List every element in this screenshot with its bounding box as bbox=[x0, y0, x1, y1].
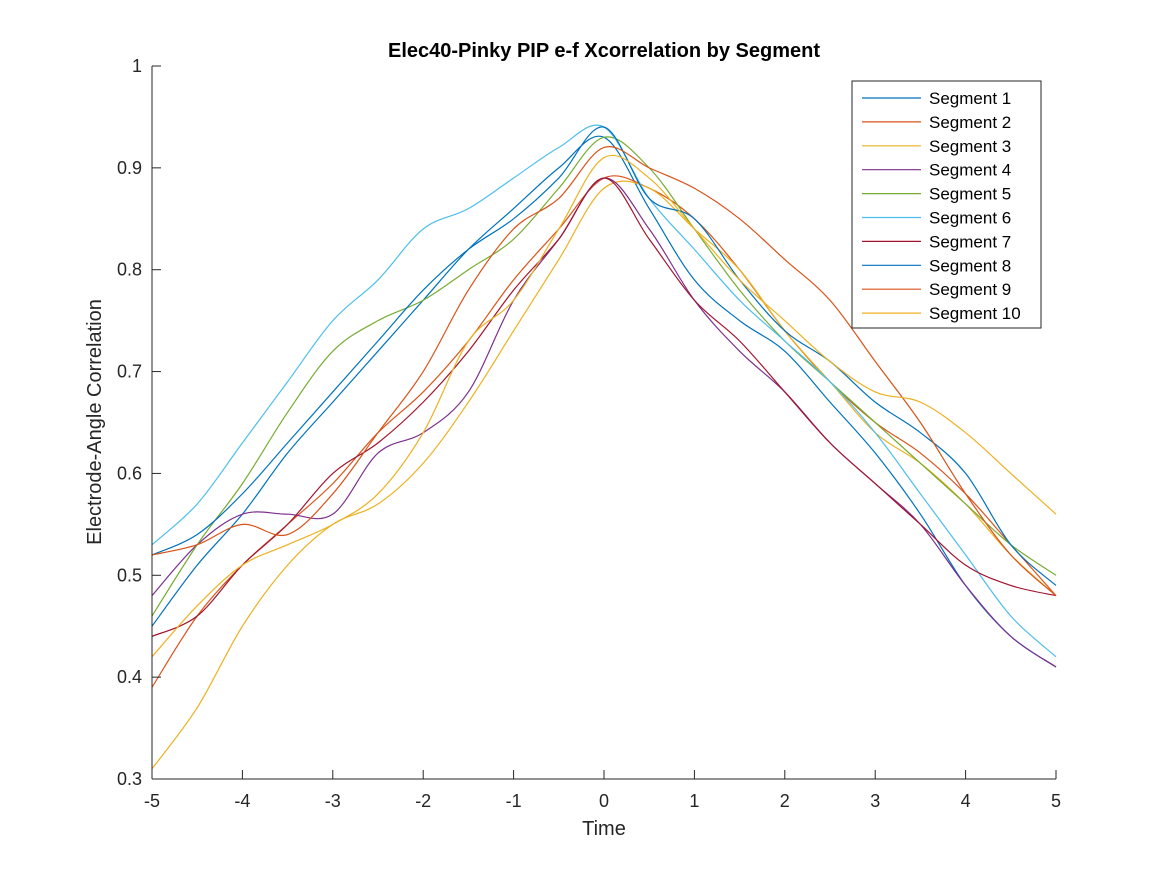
y-tick-label: 0.8 bbox=[117, 260, 142, 280]
series-line-segment-7 bbox=[151, 177, 1057, 637]
ticks-layer: -5 -4 -3 -2 -1 0 1 2 3 4 5 0.3 0.4 0.5 0.6 0.7 0.8 0.9 1 bbox=[117, 56, 1061, 811]
x-tick-label: -2 bbox=[415, 791, 431, 811]
x-tick-label: -1 bbox=[506, 791, 522, 811]
x-tick-label: 3 bbox=[870, 791, 880, 811]
y-tick-label: 1 bbox=[132, 56, 142, 76]
chart-title: Elec40-Pinky PIP e-f Xcorrelation by Seg… bbox=[388, 40, 820, 62]
x-tick-label: -5 bbox=[144, 791, 160, 811]
y-tick-label: 0.3 bbox=[117, 769, 142, 789]
series-line-segment-2 bbox=[151, 175, 1057, 688]
legend-label: Segment 6 bbox=[929, 209, 1011, 228]
legend-label: Segment 10 bbox=[929, 304, 1021, 323]
legend-label: Segment 1 bbox=[929, 89, 1011, 108]
x-tick-label: 2 bbox=[780, 791, 790, 811]
x-tick-label: 0 bbox=[599, 791, 609, 811]
series-line-segment-8 bbox=[151, 126, 1057, 586]
y-tick-label: 0.6 bbox=[117, 463, 142, 483]
x-tick-label: -3 bbox=[325, 791, 341, 811]
y-tick-label: 0.9 bbox=[117, 158, 142, 178]
series-line-segment-6 bbox=[151, 124, 1057, 658]
series-line-segment-5 bbox=[151, 136, 1057, 617]
y-tick-label: 0.5 bbox=[117, 565, 142, 585]
y-axis-label: Electrode-Angle Correlation bbox=[84, 299, 106, 545]
series-layer bbox=[151, 124, 1057, 770]
y-tick-label: 0.7 bbox=[117, 362, 142, 382]
x-tick-label: 5 bbox=[1051, 791, 1061, 811]
legend: Segment 1 Segment 2 Segment 3 Segment 4 Segm… bbox=[851, 80, 1042, 329]
series-line-segment-3 bbox=[151, 180, 1057, 770]
legend-label: Segment 3 bbox=[929, 137, 1011, 156]
x-tick-label: 4 bbox=[961, 791, 971, 811]
x-axis-label: Time bbox=[582, 818, 626, 840]
x-tick-label: 1 bbox=[689, 791, 699, 811]
legend-label: Segment 8 bbox=[929, 256, 1011, 275]
legend-entries: Segment 1 Segment 2 Segment 3 Segment 4 Segm… bbox=[862, 89, 1021, 323]
y-tick-label: 0.4 bbox=[117, 667, 142, 687]
series-line-segment-9 bbox=[151, 146, 1057, 597]
series-line-segment-10 bbox=[151, 155, 1057, 658]
legend-label: Segment 9 bbox=[929, 280, 1011, 299]
x-tick-label: -4 bbox=[234, 791, 250, 811]
legend-label: Segment 4 bbox=[929, 161, 1011, 180]
legend-label: Segment 2 bbox=[929, 113, 1011, 132]
legend-label: Segment 7 bbox=[929, 232, 1011, 251]
legend-label: Segment 5 bbox=[929, 185, 1011, 204]
